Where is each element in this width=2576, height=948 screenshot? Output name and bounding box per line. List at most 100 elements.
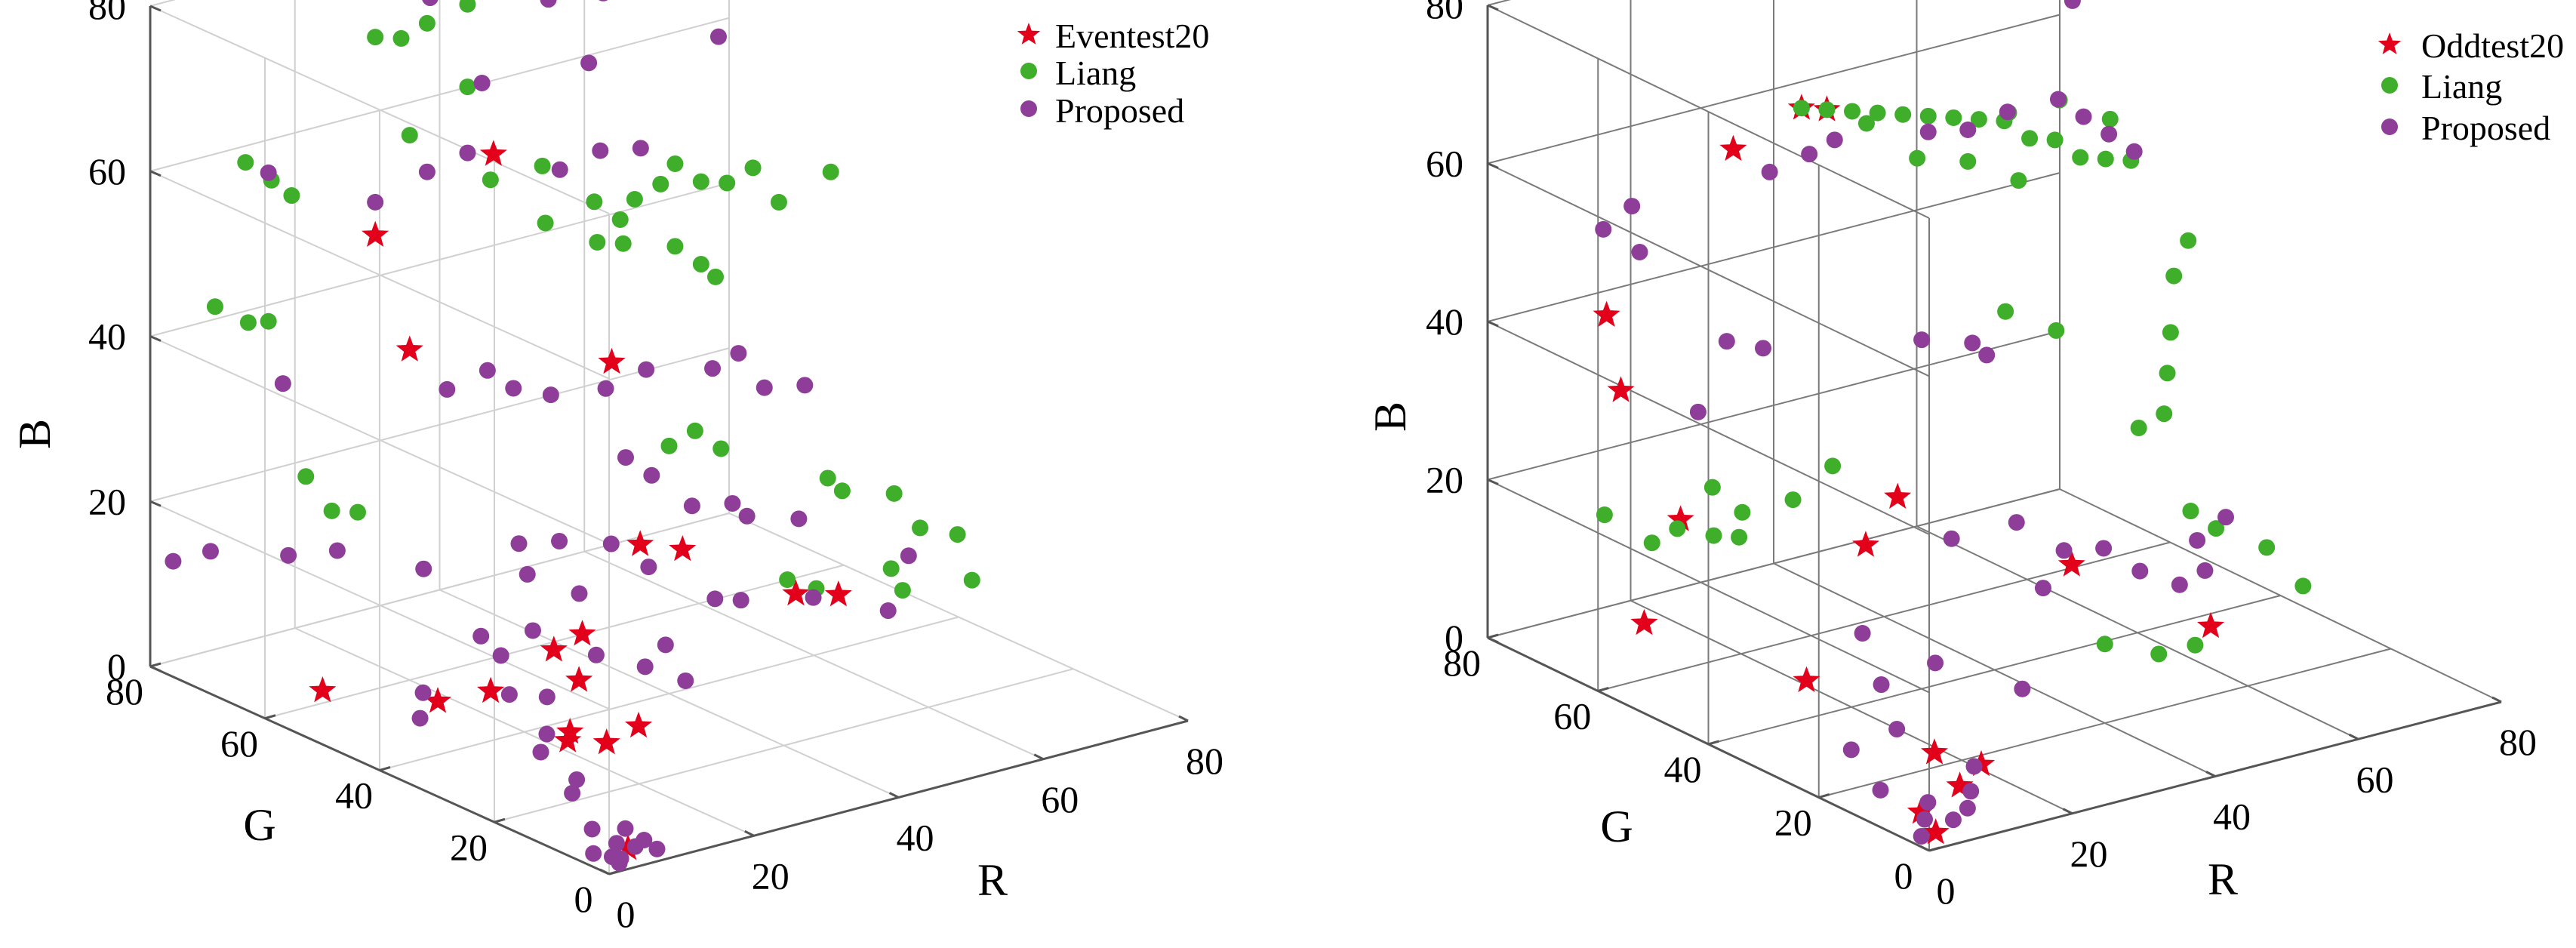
star-marker	[1607, 376, 1635, 402]
proposed-point	[367, 193, 384, 211]
wall-gridline	[1487, 488, 2060, 639]
proposed-point	[418, 163, 435, 180]
liang-point	[1731, 528, 1748, 546]
liang-point	[822, 163, 839, 180]
liang-point	[1909, 149, 1926, 167]
x-tick-mark	[2205, 771, 2216, 777]
star-marker	[626, 530, 654, 556]
z-tick-label: 0	[1445, 617, 1463, 659]
proposed-point	[2064, 0, 2081, 9]
liang-point	[297, 468, 315, 485]
proposed-point	[683, 497, 700, 515]
proposed-point	[636, 832, 653, 849]
y-tick-label: 20	[450, 826, 488, 868]
liang-point	[2048, 322, 2065, 339]
proposed-point	[648, 840, 666, 857]
floor-gridline	[379, 616, 959, 771]
proposed-point	[583, 820, 601, 838]
x-tick-label: 20	[2070, 833, 2108, 875]
proposed-point	[657, 636, 674, 654]
y-tick-label: 20	[1774, 802, 1812, 844]
wall-gridline	[149, 512, 730, 667]
left-points	[165, 0, 980, 872]
proposed-point	[617, 820, 634, 837]
z-tick-label: 80	[1426, 0, 1463, 26]
proposed-point	[551, 532, 568, 549]
liang-point	[626, 191, 643, 208]
left-legend: Eventest20 Liang Proposed	[1017, 17, 1209, 130]
legend-marker-star	[2377, 32, 2402, 54]
proposed-point	[1761, 163, 1778, 180]
z-tick-mark	[149, 665, 162, 673]
liang-point	[963, 571, 980, 589]
proposed-point	[900, 547, 917, 565]
legend-label-oddtest20: Oddtest20	[2421, 26, 2564, 65]
proposed-point	[1888, 721, 1906, 738]
proposed-point	[1872, 781, 1889, 799]
proposed-point	[1964, 334, 1981, 352]
liang-point	[2187, 636, 2204, 654]
z-tick-label: 20	[88, 480, 126, 522]
liang-point	[1818, 101, 1836, 119]
liang-point	[2072, 149, 2089, 166]
liang-point	[239, 314, 257, 331]
proposed-point	[1913, 331, 1931, 349]
proposed-point	[796, 377, 814, 394]
star-marker	[1907, 798, 1934, 824]
proposed-point	[732, 592, 749, 609]
liang-point	[534, 157, 551, 174]
left-axes	[149, 5, 1189, 876]
liang-point	[2159, 365, 2176, 382]
y-tick-label: 40	[335, 774, 373, 817]
proposed-point	[1913, 827, 1930, 845]
left-ylabel: G	[243, 800, 275, 850]
liang-point	[1705, 527, 1722, 544]
liang-point	[2162, 324, 2179, 341]
wall-gridline	[149, 17, 730, 172]
star-marker	[2197, 611, 2225, 639]
proposed-point	[632, 140, 649, 157]
proposed-point	[459, 144, 476, 162]
proposed-point	[568, 771, 586, 788]
liang-point	[323, 502, 340, 519]
star-marker	[1920, 738, 1949, 765]
liang-point	[260, 312, 277, 330]
star-marker	[565, 666, 593, 692]
y-tick-mark	[1708, 740, 1719, 746]
proposed-point	[479, 362, 496, 379]
liang-point	[2165, 267, 2183, 285]
proposed-point	[532, 743, 549, 761]
z-tick-mark	[1487, 479, 1499, 485]
proposed-point	[608, 835, 625, 852]
y-tick-label: 60	[220, 722, 258, 765]
liang-point	[819, 469, 836, 487]
liang-point	[1784, 491, 1802, 509]
z-tick-label: 80	[88, 0, 126, 27]
liang-point	[1919, 107, 1937, 125]
proposed-point	[1623, 198, 1641, 215]
proposed-point	[597, 380, 614, 397]
star-marker	[782, 579, 810, 606]
proposed-point	[1801, 146, 1818, 163]
x-tick-label: 20	[752, 854, 789, 897]
liang-point	[666, 238, 684, 255]
legend-marker-liang	[1020, 63, 1037, 79]
star-marker	[625, 711, 653, 738]
liang-point	[686, 422, 703, 439]
y-tick-label: 0	[574, 878, 593, 920]
liang-point	[614, 235, 632, 252]
proposed-point	[519, 565, 536, 583]
liang-point	[1596, 506, 1613, 524]
y-tick-mark	[264, 714, 276, 720]
liang-point	[2180, 232, 2197, 249]
z-tick-mark	[1487, 162, 1499, 169]
proposed-point	[1873, 676, 1890, 694]
proposed-point	[1962, 783, 1980, 800]
liang-point	[2182, 503, 2199, 520]
floor-gridline	[494, 668, 1074, 823]
liang-point	[1824, 457, 1842, 475]
liang-point	[367, 29, 384, 46]
x-tick-label: 40	[897, 817, 934, 859]
liang-point	[666, 155, 684, 172]
